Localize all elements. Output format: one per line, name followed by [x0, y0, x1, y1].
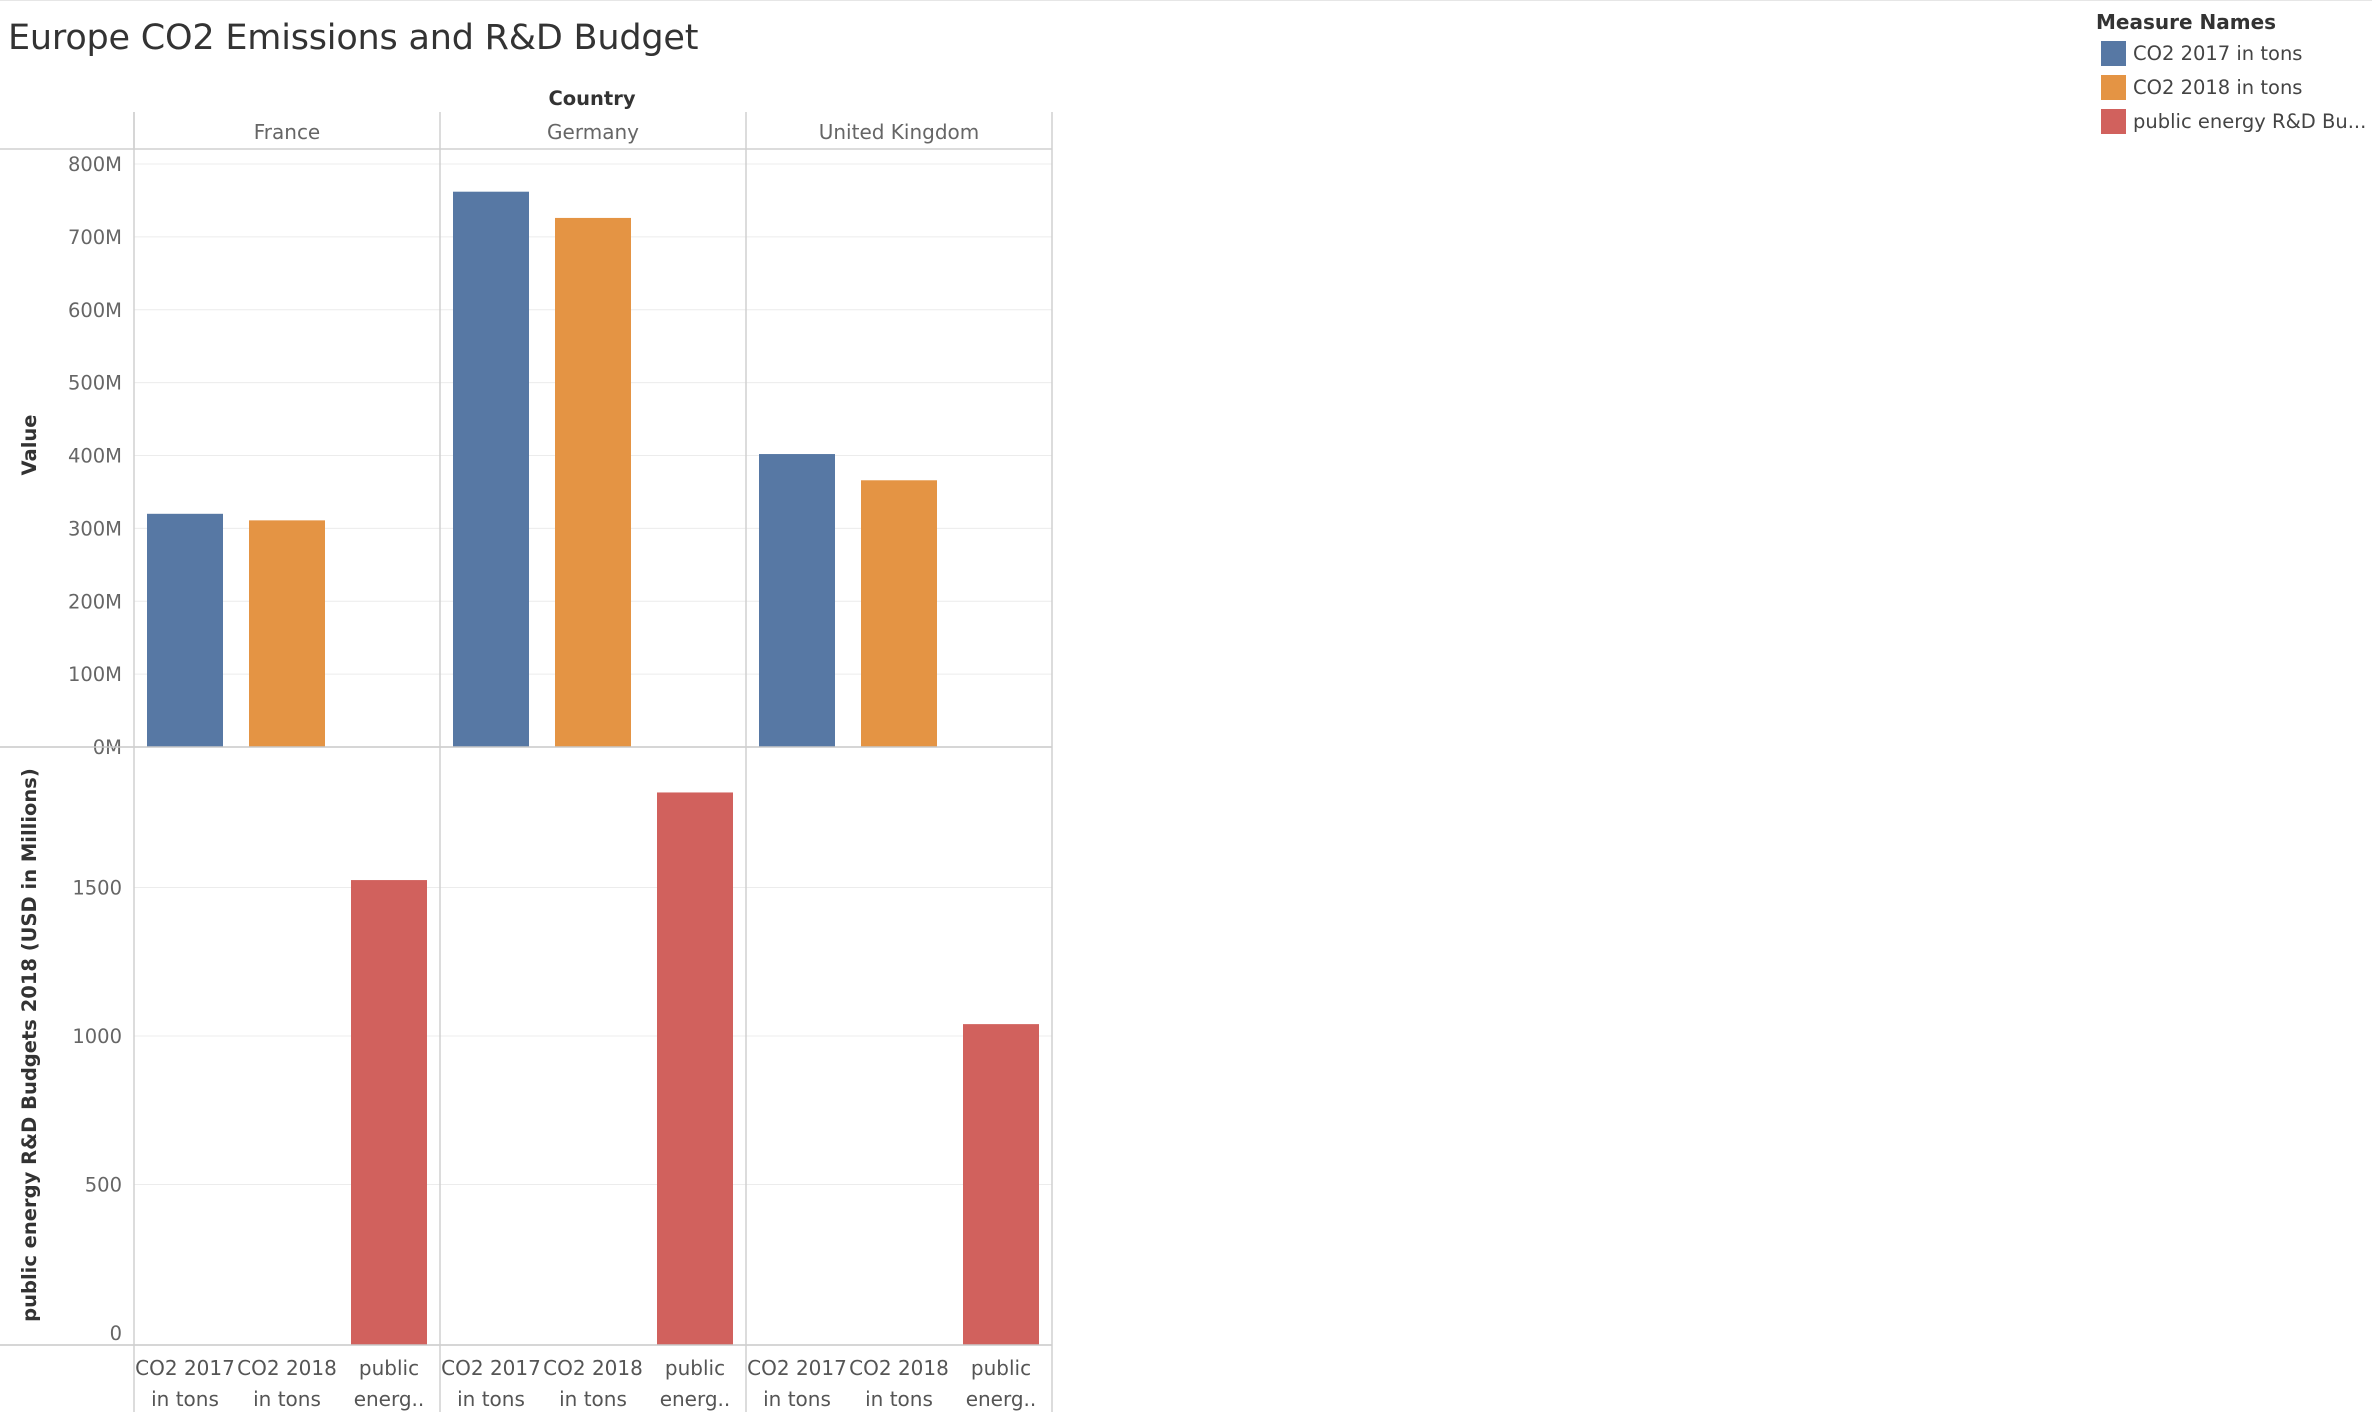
legend-title: Measure Names: [2096, 10, 2277, 34]
legend-swatch-co2-2017: [2101, 40, 2126, 66]
bar-co2-2017-in-tons-france: [147, 513, 223, 747]
x-tick-germany-1-line1: in tons: [559, 1387, 627, 1411]
x-tick-germany-0-line1: in tons: [457, 1387, 525, 1411]
legend-item-co2-2017[interactable]: CO2 2017 in tons: [2096, 36, 2366, 70]
y-tick-co2-8: 800M: [68, 153, 122, 176]
bar-co2-2017-in-tons-germany: [453, 191, 529, 747]
column-label-united-kingdom: United Kingdom: [819, 120, 980, 144]
legend-swatch-co2-2018: [2101, 74, 2126, 100]
y-tick-rd-budget-2: 1000: [72, 1025, 122, 1048]
bar-public-energy-r-d-budget-germany: [657, 792, 733, 1345]
y-tick-co2-2: 200M: [68, 590, 122, 613]
y-tick-rd-budget-3: 1500: [72, 877, 122, 900]
legend-item-rd-budget[interactable]: public energy R&D Bu...: [2096, 104, 2366, 138]
y-axis-label-co2: Value: [18, 415, 41, 476]
x-tick-united-kingdom-1-line1: in tons: [865, 1387, 933, 1411]
x-tick-france-2-line0: public: [359, 1356, 419, 1380]
legend-swatch-rd-budget: [2101, 108, 2126, 134]
x-tick-germany-0-line0: CO2 2017: [441, 1356, 541, 1380]
bar-co2-2017-in-tons-united-kingdom: [759, 454, 835, 747]
column-label-france: France: [254, 120, 321, 144]
column-label-germany: Germany: [547, 120, 639, 144]
column-header-country: Country: [548, 87, 635, 110]
legend-label-co2-2018: CO2 2018 in tons: [2133, 75, 2303, 99]
y-tick-co2-6: 600M: [68, 299, 122, 322]
y-tick-co2-1: 100M: [68, 663, 122, 686]
bar-public-energy-r-d-budget-france: [351, 880, 427, 1345]
y-tick-co2-5: 500M: [68, 372, 122, 395]
x-tick-france-0-line0: CO2 2017: [135, 1356, 235, 1380]
legend-label-co2-2017: CO2 2017 in tons: [2133, 41, 2303, 65]
y-tick-co2-3: 300M: [68, 517, 122, 540]
x-tick-united-kingdom-0-line1: in tons: [763, 1387, 831, 1411]
x-tick-germany-2-line1: energ..: [660, 1387, 731, 1411]
y-tick-rd-budget-1: 500: [85, 1174, 122, 1197]
x-tick-germany-1-line0: CO2 2018: [543, 1356, 643, 1380]
legend-item-co2-2018[interactable]: CO2 2018 in tons: [2096, 70, 2366, 104]
x-tick-united-kingdom-0-line0: CO2 2017: [747, 1356, 847, 1380]
y-axis-label-rd-budget: public energy R&D Budgets 2018 (USD in M…: [18, 768, 41, 1322]
x-tick-united-kingdom-2-line0: public: [971, 1356, 1031, 1380]
x-tick-united-kingdom-2-line1: energ..: [966, 1387, 1037, 1411]
legend-label-rd-budget: public energy R&D Bu...: [2133, 109, 2365, 133]
legend: Measure Names CO2 2017 in tons CO2 2018 …: [2096, 10, 2366, 138]
x-tick-france-1-line0: CO2 2018: [237, 1356, 337, 1380]
y-tick-co2-4: 400M: [68, 445, 122, 468]
bar-public-energy-r-d-budget-united-kingdom: [963, 1024, 1039, 1345]
x-tick-france-2-line1: energ..: [354, 1387, 425, 1411]
x-tick-france-0-line1: in tons: [151, 1387, 219, 1411]
bar-co2-2018-in-tons-united-kingdom: [861, 480, 937, 747]
chart-title: Europe CO2 Emissions and R&D Budget: [8, 18, 699, 58]
y-tick-co2-7: 700M: [68, 226, 122, 249]
bar-co2-2018-in-tons-france: [249, 520, 325, 747]
y-tick-rd-budget-0: 0: [110, 1322, 122, 1345]
bar-co2-2018-in-tons-germany: [555, 217, 631, 748]
x-tick-germany-2-line0: public: [665, 1356, 725, 1380]
top-border: [0, 0, 2372, 1]
x-tick-united-kingdom-1-line0: CO2 2018: [849, 1356, 949, 1380]
x-tick-france-1-line1: in tons: [253, 1387, 321, 1411]
